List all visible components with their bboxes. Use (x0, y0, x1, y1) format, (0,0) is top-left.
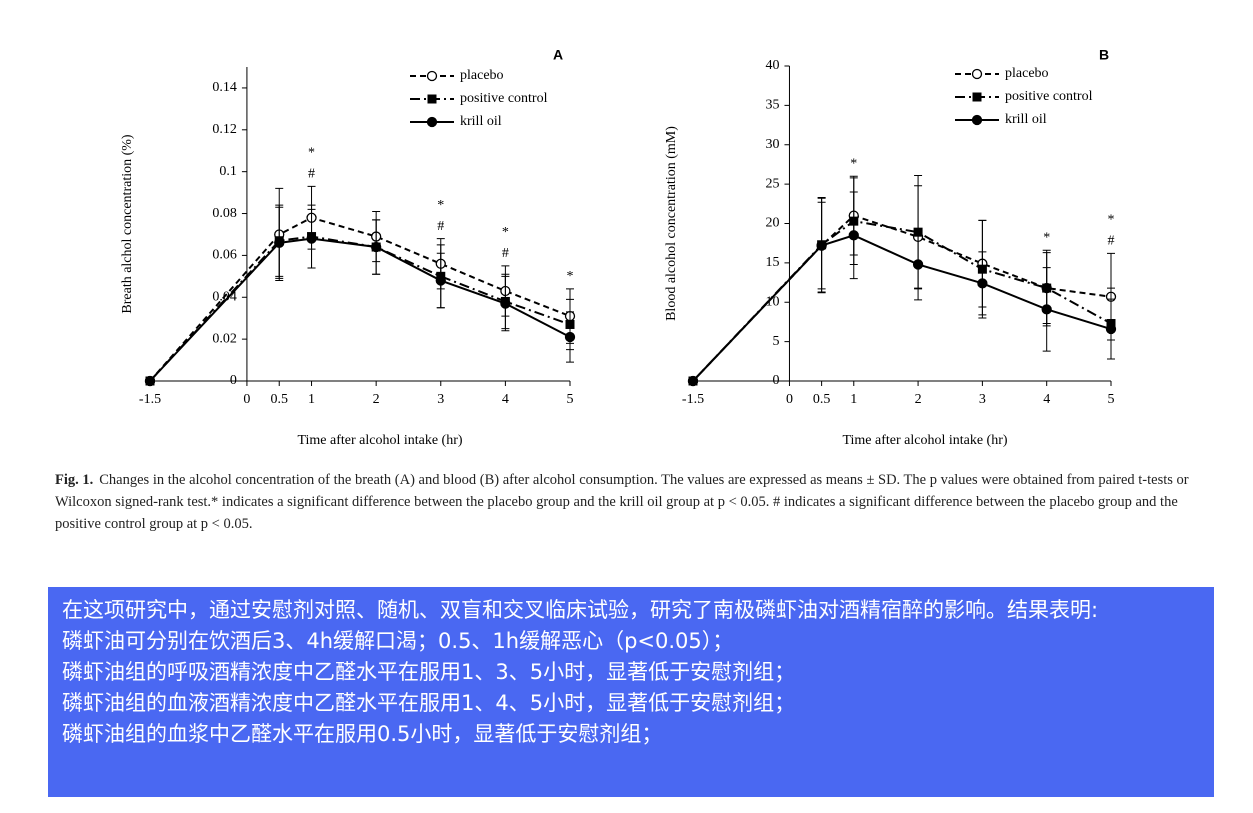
significance-mark: * (502, 225, 509, 240)
significance-mark: * (850, 156, 857, 171)
significance-mark: * (308, 146, 315, 161)
x-tick-label: 4 (1043, 392, 1050, 407)
marker (306, 233, 317, 244)
summary-line: 磷虾油组的血浆中乙醛水平在服用0.5小时，显著低于安慰剂组； (62, 722, 663, 746)
legend-marker (426, 116, 438, 128)
legend-label: krill oil (1005, 112, 1047, 127)
y-tick-label: 30 (765, 137, 779, 152)
series (687, 175, 1117, 387)
legend-label: positive control (460, 91, 548, 106)
y-tick-label: 10 (765, 294, 779, 309)
caption-text: Changes in the alcohol concentration of … (55, 472, 1189, 532)
caption-label: Fig. 1. (55, 472, 94, 488)
x-tick-label: 0.5 (270, 392, 288, 407)
panel-label: B (1099, 47, 1109, 63)
x-axis-title: Time after alcohol intake (hr) (842, 433, 1007, 448)
significance-mark: # (308, 167, 315, 182)
legend-label: krill oil (460, 114, 502, 129)
marker (500, 298, 511, 309)
x-tick-label: 0 (243, 392, 250, 407)
y-tick-label: 20 (765, 216, 779, 231)
legend-marker (971, 114, 983, 126)
x-tick-label: 1 (850, 392, 857, 407)
x-tick-label: 2 (373, 392, 380, 407)
x-tick-label: -1.5 (139, 392, 161, 407)
marker (144, 375, 156, 387)
y-tick-label: 15 (765, 255, 779, 270)
significance-mark: * (567, 269, 574, 284)
significance-mark: # (1108, 234, 1115, 249)
marker (1041, 304, 1052, 315)
marker (848, 230, 859, 241)
caption: Fig. 1. Changes in the alcohol concentrat… (55, 469, 1195, 535)
y-tick-label: 0.12 (212, 122, 237, 137)
summary-line: 磷虾油组的呼吸酒精浓度中乙醛水平在服用1、3、5小时，显著低于安慰剂组； (62, 660, 796, 684)
marker (687, 375, 699, 387)
marker (564, 331, 576, 343)
x-tick-label: 2 (915, 392, 922, 407)
legend-marker (426, 70, 438, 82)
x-tick-label: 3 (437, 392, 444, 407)
legend-label: placebo (460, 68, 504, 83)
marker (977, 278, 988, 289)
x-tick-label: 5 (567, 392, 574, 407)
summary-line: 在这项研究中，通过安慰剂对照、随机、双盲和交叉临床试验，研究了南极磷虾油对酒精宿… (62, 598, 1099, 622)
x-tick-label: 1 (308, 392, 315, 407)
series (688, 174, 1116, 386)
marker (274, 237, 285, 248)
y-tick-label: 0.1 (219, 164, 237, 179)
legend-marker (427, 94, 437, 104)
y-axis-title: Blood alcohol concentration (mM) (664, 126, 679, 321)
series (144, 206, 576, 387)
significance-mark: # (437, 219, 444, 234)
y-tick-label: 0.14 (212, 80, 237, 95)
x-tick-label: 4 (502, 392, 509, 407)
legend-marker (972, 92, 982, 102)
y-tick-label: 25 (765, 176, 779, 191)
marker (912, 259, 924, 270)
y-tick-label: 40 (765, 58, 779, 73)
series (144, 185, 576, 387)
series (687, 191, 1117, 387)
y-tick-label: 0.06 (212, 248, 237, 263)
y-tick-label: 35 (765, 98, 779, 113)
summary-line: 磷虾油可分别在饮酒后3、4h缓解口渴；0.5、1h缓解恶心（p<0.05）； (62, 629, 734, 653)
y-tick-label: 0.02 (212, 331, 237, 346)
legend-marker (971, 68, 983, 80)
panel-label: A (553, 47, 563, 63)
summary-line: 磷虾油组的血液酒精浓度中乙醛水平在服用1、4、5小时，显著低于安慰剂组； (62, 691, 796, 715)
significance-mark: * (1043, 230, 1050, 245)
x-tick-label: 0.5 (813, 392, 831, 407)
marker (435, 275, 446, 286)
x-tick-label: -1.5 (682, 392, 704, 407)
significance-mark: # (502, 246, 509, 261)
significance-mark: * (437, 198, 444, 213)
marker (371, 241, 382, 253)
figure: 00.020.040.060.080.10.120.14-1.5 0 0.5 1 2 3 4… (120, 47, 1117, 448)
x-axis-title: Time after alcohol intake (hr) (297, 433, 462, 448)
significance-mark: * (1108, 213, 1115, 228)
legend-label: placebo (1005, 66, 1049, 81)
y-tick-label: 0 (230, 373, 237, 388)
summary-box: 在这项研究中，通过安慰剂对照、随机、双盲和交叉临床试验，研究了南极磷虾油对酒精宿… (48, 587, 1214, 797)
marker (816, 240, 827, 251)
y-tick-label: 5 (772, 334, 779, 349)
x-tick-label: 5 (1108, 392, 1115, 407)
legend-label: positive control (1005, 89, 1093, 104)
x-tick-label: 0 (786, 392, 793, 407)
y-tick-label: 0 (772, 373, 779, 388)
x-tick-label: 3 (979, 392, 986, 407)
marker (1105, 323, 1117, 335)
y-axis-title: Breath alchol concentration (%) (120, 134, 135, 314)
y-tick-label: 0.08 (212, 206, 237, 221)
